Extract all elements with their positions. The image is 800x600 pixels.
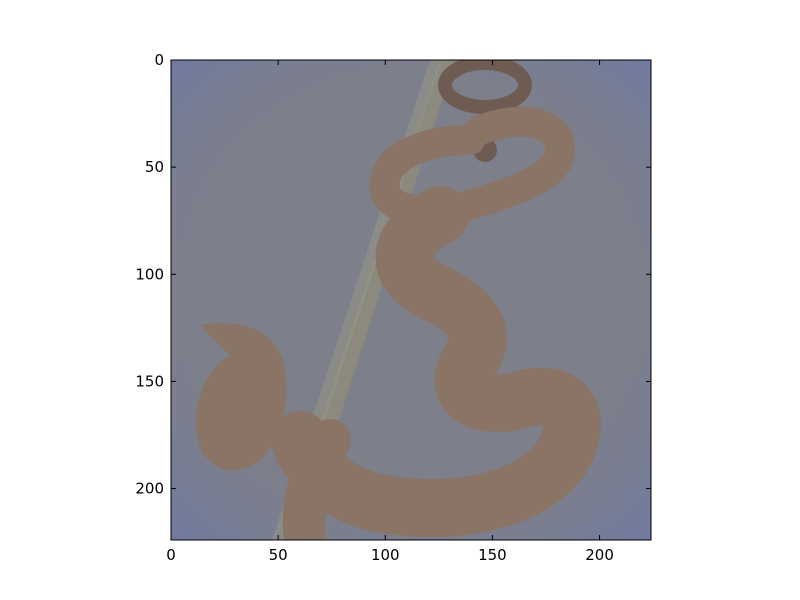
y-tick-label: 0 xyxy=(154,51,164,69)
y-axis-ticks: 0 50 100 150 200 xyxy=(135,51,651,498)
x-tick-label: 0 xyxy=(166,546,176,564)
hook-left-tip xyxy=(195,323,287,471)
hook-lower-body xyxy=(271,186,601,537)
x-tick-label: 150 xyxy=(478,546,507,564)
y-tick-label: 100 xyxy=(135,265,164,283)
x-tick-label: 100 xyxy=(371,546,400,564)
x-axis-ticks: 0 50 100 150 200 xyxy=(166,60,614,564)
image-grain xyxy=(171,60,651,540)
hook-upper-loop xyxy=(369,106,576,227)
y-tick-label: 50 xyxy=(145,158,164,176)
y-tick-label: 150 xyxy=(135,372,164,390)
x-tick-label: 200 xyxy=(585,546,614,564)
plot-image xyxy=(171,60,651,540)
hook-shank xyxy=(282,419,351,540)
axes-frame xyxy=(170,59,652,541)
y-tick-label: 200 xyxy=(135,480,164,498)
x-tick-label: 50 xyxy=(269,546,288,564)
